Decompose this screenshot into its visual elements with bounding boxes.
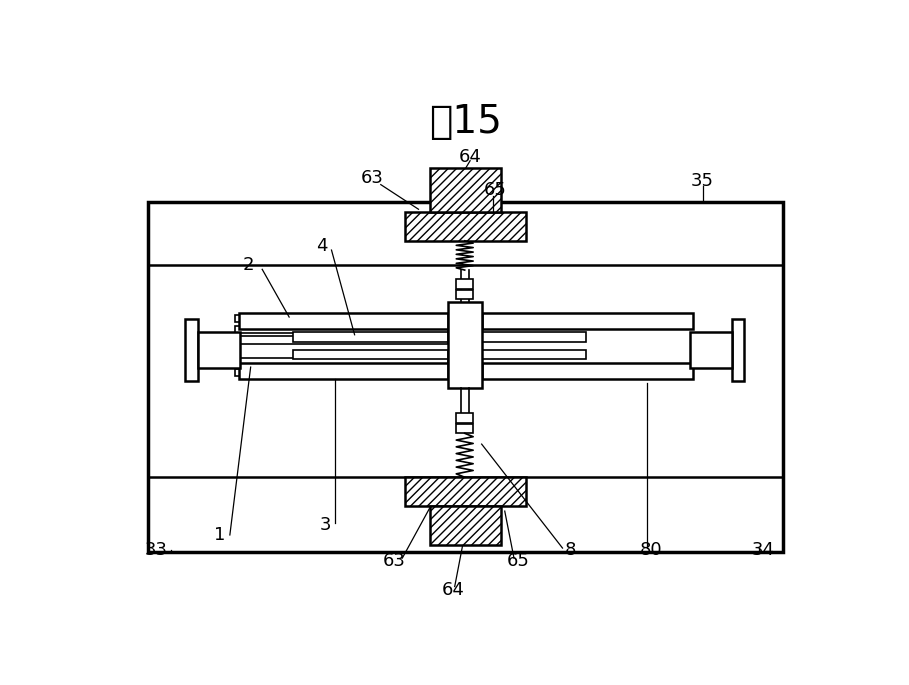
Text: 3: 3 <box>320 516 331 534</box>
Bar <box>456 290 474 299</box>
Text: 33: 33 <box>145 541 167 560</box>
Bar <box>482 350 585 360</box>
Text: 63: 63 <box>384 552 406 570</box>
Text: 35: 35 <box>691 172 714 190</box>
Bar <box>293 332 448 342</box>
Bar <box>239 313 448 329</box>
Bar <box>482 313 694 329</box>
Text: 65: 65 <box>506 552 529 570</box>
Bar <box>235 369 448 376</box>
Bar <box>456 424 474 434</box>
Bar <box>732 319 744 381</box>
Bar <box>148 201 783 552</box>
Bar <box>235 314 448 323</box>
Text: 34: 34 <box>751 541 774 560</box>
Bar <box>185 319 197 381</box>
Bar <box>690 332 732 368</box>
Bar <box>482 332 585 342</box>
Text: 63: 63 <box>361 169 384 188</box>
Bar <box>430 169 501 212</box>
Text: 囱15: 囱15 <box>429 103 502 141</box>
Bar <box>235 358 448 366</box>
Bar <box>448 301 482 388</box>
Text: 64: 64 <box>442 582 464 599</box>
Bar <box>235 336 448 344</box>
Text: 4: 4 <box>316 237 328 256</box>
Bar <box>197 332 240 368</box>
Text: 8: 8 <box>564 541 576 560</box>
Text: 65: 65 <box>484 181 507 199</box>
Bar <box>456 279 474 288</box>
Bar <box>430 506 501 545</box>
Text: 80: 80 <box>640 541 663 560</box>
Bar <box>239 363 448 379</box>
Bar <box>405 477 526 506</box>
Text: 64: 64 <box>459 148 482 166</box>
Text: 1: 1 <box>215 526 225 544</box>
Bar <box>293 350 448 360</box>
Bar <box>456 413 474 423</box>
Text: 2: 2 <box>243 256 255 275</box>
Bar <box>482 363 694 379</box>
Bar <box>235 325 448 333</box>
Bar <box>405 212 526 241</box>
